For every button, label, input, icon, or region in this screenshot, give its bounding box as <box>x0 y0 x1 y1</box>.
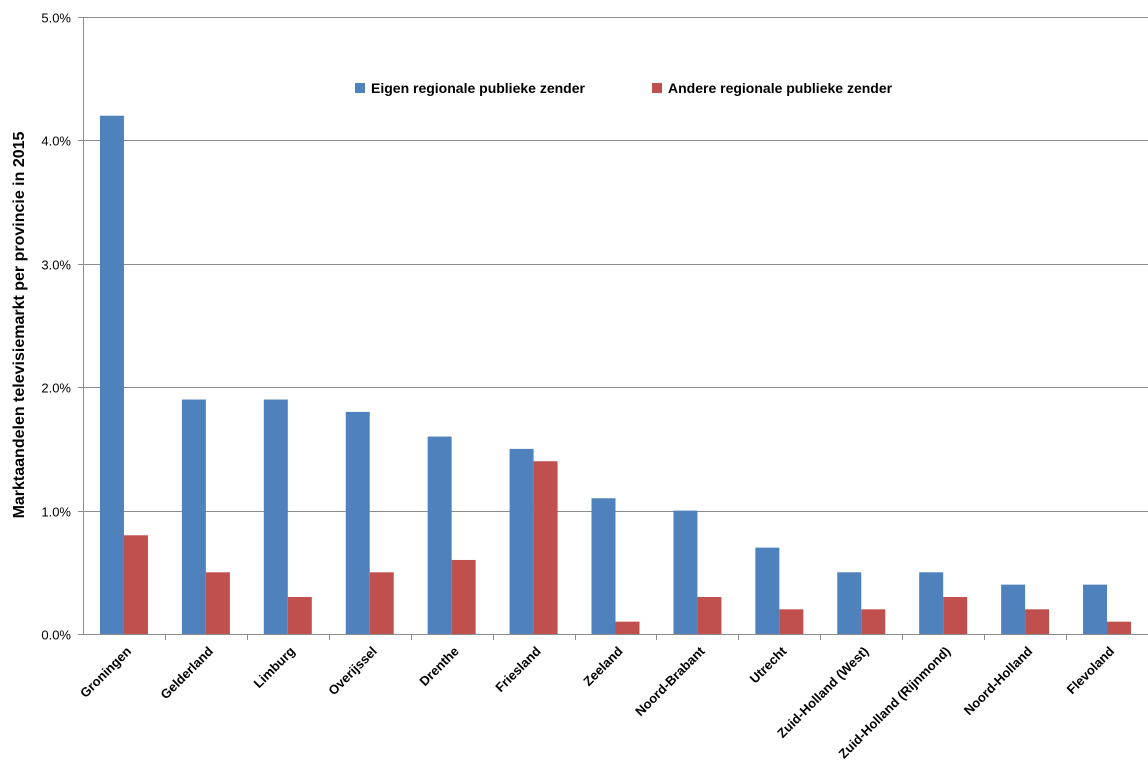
y-tick-label: 3.0% <box>41 258 71 273</box>
legend-label: Andere regionale publieke zender <box>668 80 893 96</box>
bar-andere <box>369 572 394 634</box>
bar-eigen <box>263 399 288 634</box>
x-tick-label: Drenthe <box>416 644 461 689</box>
x-tick-label: Limburg <box>251 643 298 690</box>
bar-eigen <box>509 448 534 634</box>
y-tick-label: 5.0% <box>41 11 71 26</box>
x-tick-label: Friesland <box>492 643 544 695</box>
x-tick-label: Flevoland <box>1064 643 1118 697</box>
y-tick-label: 1.0% <box>41 505 71 520</box>
y-tick-label: 2.0% <box>41 381 71 396</box>
bar-eigen <box>919 572 944 634</box>
legend-swatch <box>355 83 365 93</box>
x-tick-label: Overijssel <box>325 644 380 699</box>
bar-andere <box>861 609 886 634</box>
bar-andere <box>533 461 558 634</box>
bar-eigen <box>755 547 780 634</box>
bar-andere <box>205 572 230 634</box>
bar-eigen <box>673 510 698 634</box>
bar-andere <box>287 596 312 634</box>
legend-label: Eigen regionale publieke zender <box>371 80 585 96</box>
bar-eigen <box>1001 584 1026 634</box>
axes <box>78 17 1148 640</box>
x-tick-label: Noord-Holland <box>961 643 1035 717</box>
x-tick-label: Zuid-Holland (West) <box>774 644 871 741</box>
legend-swatch <box>652 83 662 93</box>
bar-andere <box>779 609 804 634</box>
bar-eigen <box>837 572 862 634</box>
bar-andere <box>1025 609 1050 634</box>
y-tick-label: 4.0% <box>41 134 71 149</box>
legend: Eigen regionale publieke zender Andere re… <box>355 80 893 96</box>
bar-eigen <box>99 115 124 635</box>
gridlines <box>83 17 1148 512</box>
x-tick-label: Groningen <box>77 643 134 700</box>
bar-eigen <box>1083 584 1108 634</box>
axis-labels: 0.0% 1.0% 2.0% 3.0% 4.0% 5.0% Groningen Gelderl… <box>41 11 1117 762</box>
bar-eigen <box>181 399 206 634</box>
y-axis-title: Marktaandelen televisiemarkt per provinc… <box>11 131 28 518</box>
x-tick-label: Noord-Brabant <box>632 643 708 719</box>
bar-andere <box>451 559 476 634</box>
x-tick-label: Utrecht <box>747 643 790 686</box>
y-tick-label: 0.0% <box>41 628 71 643</box>
bar-eigen <box>427 436 452 634</box>
x-tick-label: Zeeland <box>580 643 625 688</box>
bar-andere <box>1107 621 1132 634</box>
bars <box>99 115 1132 635</box>
bar-andere <box>615 621 640 634</box>
x-tick-label: Gelderland <box>157 643 216 702</box>
bar-eigen <box>591 498 616 634</box>
bar-andere <box>697 596 722 634</box>
bar-andere <box>123 535 148 634</box>
bar-eigen <box>345 411 370 634</box>
bar-andere <box>943 596 968 634</box>
